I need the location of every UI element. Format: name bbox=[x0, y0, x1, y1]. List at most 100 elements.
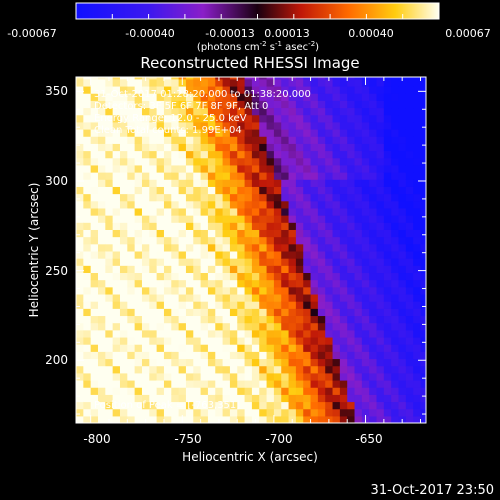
heatmap-cell bbox=[222, 78, 231, 87]
heatmap-cell bbox=[420, 308, 426, 317]
heatmap-cell bbox=[200, 379, 209, 388]
heatmap-cell bbox=[229, 408, 238, 417]
colorbar-tick-label: 0.00013 bbox=[264, 27, 310, 40]
heatmap-cell bbox=[325, 121, 334, 130]
heatmap-cell bbox=[171, 336, 180, 345]
heatmap-cell bbox=[413, 157, 422, 166]
heatmap-cell bbox=[347, 128, 356, 137]
heatmap-cell bbox=[259, 279, 268, 288]
heatmap-cell bbox=[149, 114, 158, 123]
heatmap-cell bbox=[310, 100, 319, 109]
heatmap-cell bbox=[391, 128, 400, 137]
heatmap-cell bbox=[141, 322, 150, 331]
heatmap-cell bbox=[178, 215, 187, 223]
heatmap-cell bbox=[229, 351, 238, 360]
heatmap-cell bbox=[178, 265, 187, 274]
heatmap-cell bbox=[251, 401, 260, 410]
heatmap-cell bbox=[273, 394, 282, 403]
heatmap-cell bbox=[259, 265, 268, 274]
heatmap-cell bbox=[332, 136, 341, 144]
heatmap-cell bbox=[90, 279, 99, 288]
heatmap-cell bbox=[354, 250, 363, 259]
heatmap-cell bbox=[105, 200, 114, 209]
heatmap-cell bbox=[288, 107, 297, 116]
heatmap-cell bbox=[149, 143, 158, 152]
heatmap-cell bbox=[354, 336, 363, 345]
heatmap-cell bbox=[185, 128, 194, 137]
heatmap-cell bbox=[215, 336, 224, 345]
heatmap-cell bbox=[317, 179, 326, 187]
heatmap-cell bbox=[391, 85, 400, 94]
heatmap-cell bbox=[171, 315, 180, 324]
heatmap-cell bbox=[420, 372, 426, 381]
heatmap-cell bbox=[229, 200, 238, 209]
heatmap-cell bbox=[391, 157, 400, 166]
heatmap-cell bbox=[193, 250, 202, 259]
heatmap-cell bbox=[193, 365, 202, 374]
heatmap-cell bbox=[105, 207, 114, 216]
heatmap-cell bbox=[237, 143, 246, 152]
heatmap-cell bbox=[295, 344, 304, 352]
heatmap-cell bbox=[420, 358, 426, 367]
heatmap-cell bbox=[76, 308, 84, 317]
heatmap-cell bbox=[229, 100, 238, 109]
heatmap-cell bbox=[76, 157, 84, 166]
heatmap-cell bbox=[376, 200, 385, 209]
heatmap-cell bbox=[207, 78, 216, 87]
heatmap-cell bbox=[405, 336, 414, 345]
heatmap-cell bbox=[295, 351, 304, 360]
heatmap-cell bbox=[413, 387, 422, 395]
heatmap-cell bbox=[347, 150, 356, 159]
heatmap-cell bbox=[105, 164, 114, 173]
heatmap-cell bbox=[178, 379, 187, 388]
heatmap-cell bbox=[149, 164, 158, 173]
heatmap-cell bbox=[185, 143, 194, 152]
heatmap-cell bbox=[325, 387, 334, 395]
heatmap-cell bbox=[134, 301, 143, 309]
heatmap-cell bbox=[288, 114, 297, 123]
heatmap-cell bbox=[325, 258, 334, 266]
heatmap-cell bbox=[156, 229, 165, 238]
heatmap-cell bbox=[405, 164, 414, 173]
heatmap-cell bbox=[288, 401, 297, 410]
heatmap-cell bbox=[149, 415, 158, 423]
heatmap-cell bbox=[361, 308, 370, 317]
heatmap-cell bbox=[347, 200, 356, 209]
heatmap-cell bbox=[237, 121, 246, 130]
heatmap-cell bbox=[90, 186, 99, 195]
heatmap-cell bbox=[112, 186, 121, 195]
heatmap-cell bbox=[325, 157, 334, 166]
heatmap-cell bbox=[413, 272, 422, 281]
heatmap-cell bbox=[171, 408, 180, 417]
heatmap-cell bbox=[310, 179, 319, 187]
heatmap-cell bbox=[171, 236, 180, 245]
heatmap-cell bbox=[405, 172, 414, 180]
heatmap-cell bbox=[112, 193, 121, 202]
heatmap-cell bbox=[325, 193, 334, 202]
heatmap-cell bbox=[83, 93, 92, 101]
heatmap-cell bbox=[127, 301, 136, 309]
heatmap-cell bbox=[229, 215, 238, 223]
heatmap-cell bbox=[383, 401, 392, 410]
heatmap-cell bbox=[303, 351, 312, 360]
heatmap-cell bbox=[266, 301, 275, 309]
heatmap-cell bbox=[310, 143, 319, 152]
heatmap-cell bbox=[90, 315, 99, 324]
heatmap-cell bbox=[391, 344, 400, 352]
heatmap-cell bbox=[222, 93, 231, 101]
heatmap-cell bbox=[273, 265, 282, 274]
heatmap-cell bbox=[295, 143, 304, 152]
heatmap-cell bbox=[222, 329, 231, 338]
heatmap-cell bbox=[310, 279, 319, 288]
heatmap-cell bbox=[178, 365, 187, 374]
heatmap-cell bbox=[339, 415, 348, 423]
heatmap-cell bbox=[134, 236, 143, 245]
heatmap-cell bbox=[207, 222, 216, 230]
heatmap-cell bbox=[178, 301, 187, 309]
heatmap-cell bbox=[141, 193, 150, 202]
heatmap-cell bbox=[347, 344, 356, 352]
heatmap-cell bbox=[229, 93, 238, 101]
heatmap-cell bbox=[420, 229, 426, 238]
heatmap-cell bbox=[281, 243, 290, 252]
heatmap-cell bbox=[281, 186, 290, 195]
